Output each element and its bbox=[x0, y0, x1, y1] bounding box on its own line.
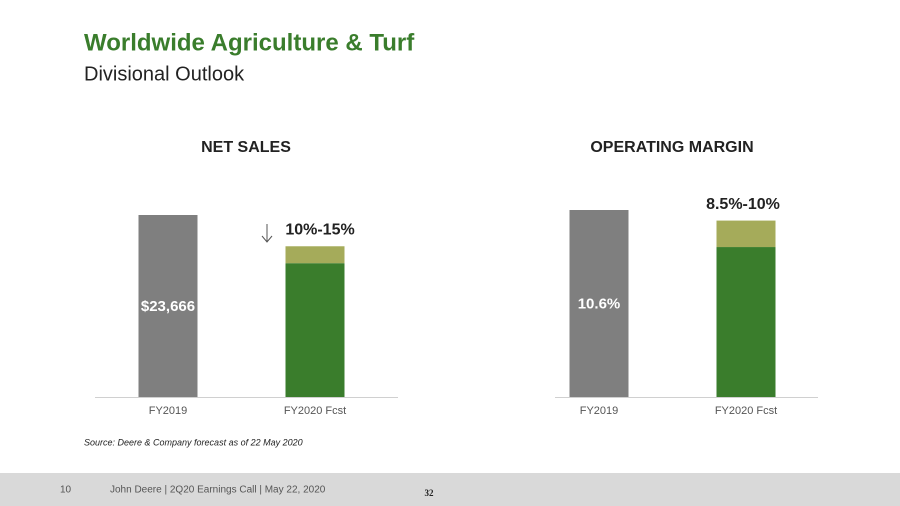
x-tick-label: FY2019 bbox=[580, 405, 619, 417]
chart-title: NET SALES bbox=[201, 139, 291, 156]
value-label: 10.6% bbox=[578, 295, 621, 312]
slide-title: Worldwide Agriculture & Turf bbox=[84, 29, 415, 56]
x-tick-label: FY2020 Fcst bbox=[284, 405, 346, 417]
bar-segment bbox=[569, 210, 629, 397]
value-label: $23,666 bbox=[141, 298, 195, 315]
bar-segment bbox=[716, 220, 776, 248]
annotation: 10%-15% bbox=[285, 221, 354, 238]
footer-band bbox=[0, 473, 900, 506]
annotation: 8.5%-10% bbox=[706, 196, 780, 213]
bar-segment bbox=[138, 215, 198, 397]
slide-subtitle: Divisional Outlook bbox=[84, 63, 245, 85]
bar-segment bbox=[285, 263, 345, 397]
source-note: Source: Deere & Company forecast as of 2… bbox=[84, 437, 303, 447]
bar-segment bbox=[716, 247, 776, 397]
bar-segment bbox=[285, 246, 345, 264]
arrow bbox=[261, 224, 273, 243]
footer-text: John Deere | 2Q20 Earnings Call | May 22… bbox=[110, 485, 326, 496]
x-tick-label: FY2019 bbox=[149, 405, 188, 417]
chart-title: OPERATING MARGIN bbox=[590, 139, 753, 156]
x-tick-label: FY2020 Fcst bbox=[715, 405, 777, 417]
page-number: 10 bbox=[60, 485, 72, 496]
slide-number: 32 bbox=[425, 488, 435, 498]
